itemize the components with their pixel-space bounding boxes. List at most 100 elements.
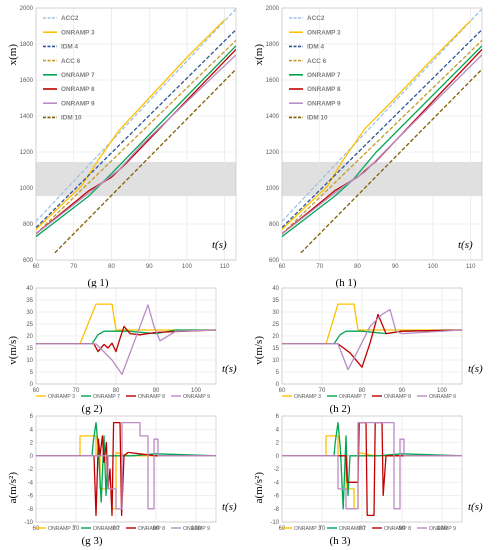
y-tick-label: -8 [28,507,34,513]
series-line [36,421,216,503]
chart-g3: -10 -8 -6 -4 -2 0 2 4 6 60 70 80 90 100 ONRAMP 3 ONRAMP… [7,414,237,547]
panel-caption: (h 2) [329,403,350,415]
legend-label: ONRAMP 7 [339,526,366,532]
x-tick-label: 60 [33,526,40,532]
series-line [36,421,216,510]
plot-frame [35,415,217,523]
y-tick-label: 0 [30,382,34,388]
panel-caption: (g 1) [87,277,108,289]
x-axis-label: t(s) [212,239,227,251]
x-tick-label: 100 [437,526,448,532]
series-group [282,8,482,254]
legend-label: ONRAMP 9 [183,394,210,400]
y-axis-label: x(m) [253,44,265,66]
series-line [36,304,216,376]
chart-h3: -10 -8 -6 -4 -2 0 2 4 6 60 70 80 90 100 ONRAMP 3 ONRAMP… [253,414,483,547]
x-tick-label: 110 [466,264,476,270]
series-line [282,313,462,368]
series-line [36,8,236,222]
y-tick-label: 25 [272,322,279,328]
y-tick-label: 1200 [20,150,34,156]
series-line [300,68,482,254]
legend-label: ONRAMP 3 [48,394,75,400]
x-tick-label: 70 [319,388,326,394]
y-tick-label: 35 [272,298,279,304]
y-tick-label: 600 [23,258,34,264]
series-group [36,8,236,254]
series-line [282,421,462,517]
y-tick-label: -6 [28,494,34,500]
x-tick-label: 80 [359,526,366,532]
y-tick-label: 1600 [266,78,280,84]
y-tick-label: 1600 [20,78,34,84]
series-line [282,308,462,371]
y-tick-label: 20 [272,334,279,340]
legend-label: ONRAMP 3 [307,29,341,36]
x-tick-label: 90 [399,388,406,394]
legend-label: ONRAMP 9 [61,100,95,107]
series-line [36,329,216,345]
x-tick-label: 80 [113,388,120,394]
x-tick-label: 90 [153,388,160,394]
legend-label: ONRAMP 3 [294,394,321,400]
y-axis-label: x(m) [7,44,19,66]
x-tick-label: 70 [319,526,326,532]
y-tick-label: 1000 [266,186,280,192]
x-tick-label: 60 [279,388,286,394]
y-tick-label: 800 [269,222,280,228]
legend-label: IDM 10 [61,115,82,122]
series-line [36,45,236,238]
chart-h2: 0 5 10 15 20 25 30 35 40 60 70 80 90 100 ONRAMP 3 ONRAM… [253,286,483,415]
series-line [36,435,216,510]
x-tick-label: 60 [279,526,286,532]
y-tick-label: 2000 [266,6,280,12]
y-tick-label: 30 [26,310,33,316]
panel-caption: (h 1) [335,277,356,289]
y-tick-label: 1400 [20,114,34,120]
legend-label: ACC2 [307,15,325,22]
y-tick-label: 1200 [266,150,280,156]
merge-zone-band [36,161,236,197]
series-line [282,8,482,222]
x-tick-label: 70 [70,264,77,270]
x-tick-label: 100 [191,388,202,394]
legend-label: ONRAMP 9 [183,526,210,532]
x-tick-label: 100 [182,264,193,270]
y-tick-label: -2 [28,467,34,473]
y-tick-label: -8 [274,507,280,513]
y-tick-label: 4 [30,427,34,433]
y-tick-label: 10 [272,358,279,364]
x-tick-label: 90 [153,526,160,532]
x-axis-label: t(s) [222,501,237,513]
x-tick-label: 100 [191,526,202,532]
series-line [282,435,462,510]
y-tick-label: 5 [30,370,34,376]
series-line [36,421,216,517]
x-tick-label: 100 [428,264,439,270]
y-tick-label: 6 [276,414,280,420]
x-tick-label: 70 [316,264,323,270]
legend-label: ONRAMP 8 [307,86,341,93]
series-line [282,29,482,229]
x-tick-label: 60 [33,388,40,394]
legend-label: ACC2 [61,15,79,22]
x-tick-label: 90 [146,264,153,270]
chart-g2: 0 5 10 15 20 25 30 35 40 60 70 80 90 100 ONRAMP 3 ONRAM… [7,286,237,415]
legend-label: ONRAMP 8 [384,526,411,532]
series-line [36,29,236,229]
series-line [282,20,472,230]
y-tick-label: 600 [269,258,280,264]
series-line [36,39,236,235]
x-tick-label: 80 [108,264,115,270]
series-line [282,421,462,510]
y-tick-label: 800 [23,222,34,228]
series-line [282,54,482,235]
series-line [54,68,236,254]
y-tick-label: 35 [26,298,33,304]
series-line [36,325,216,353]
x-axis-label: t(s) [468,501,483,513]
legend-label: ONRAMP 9 [429,526,456,532]
legend-label: IDM 10 [307,115,328,122]
series-group [282,303,462,371]
